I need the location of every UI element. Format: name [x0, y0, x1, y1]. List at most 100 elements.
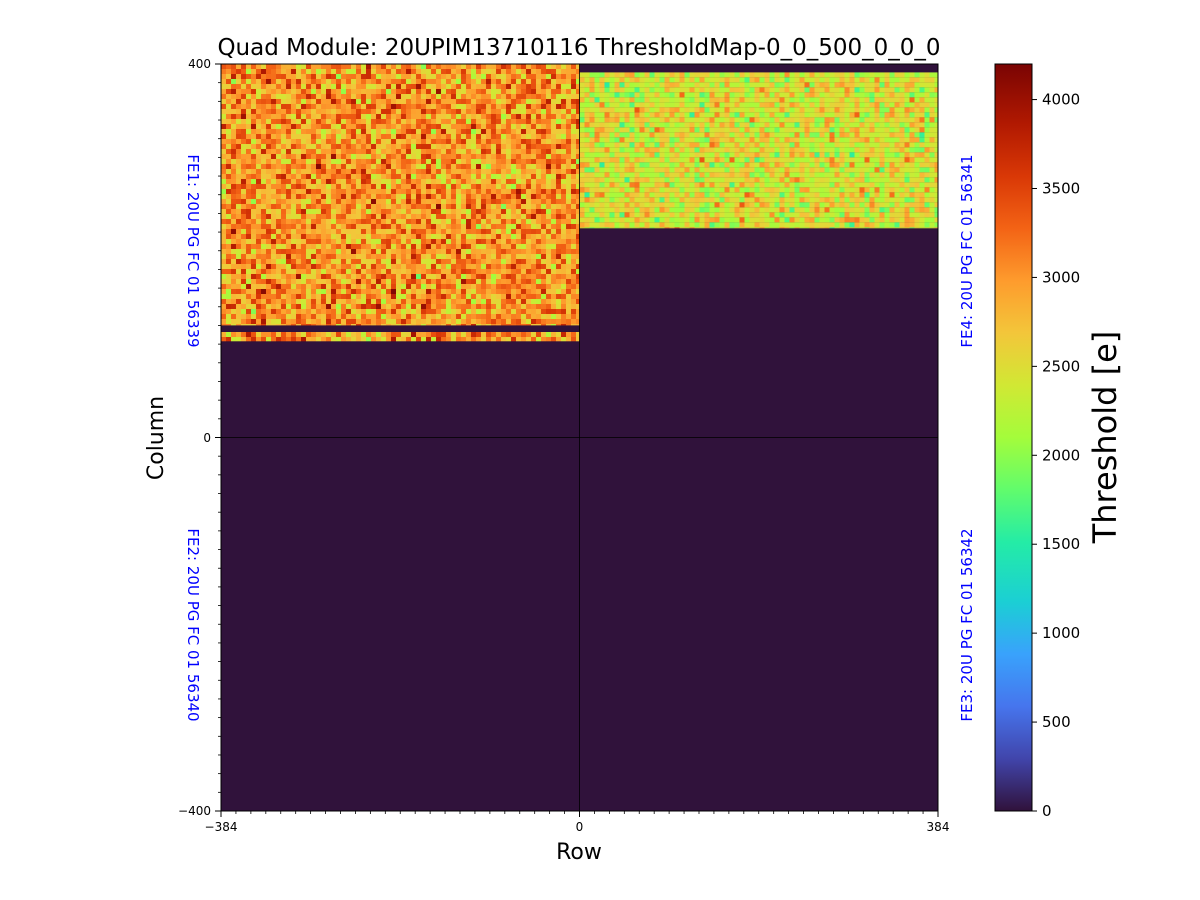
heatmap-cell: [531, 304, 536, 309]
heatmap-cell: [864, 117, 870, 123]
heatmap-cell: [286, 149, 291, 154]
heatmap-cell: [899, 77, 905, 83]
heatmap-cell: [441, 74, 446, 79]
heatmap-cell: [456, 154, 461, 159]
heatmap-cell: [296, 214, 301, 219]
heatmap-cell: [381, 184, 386, 189]
heatmap-cell: [386, 244, 391, 249]
heatmap-cell: [346, 304, 351, 309]
heatmap-cell: [566, 154, 571, 159]
heatmap-cell: [809, 72, 815, 78]
heatmap-cell: [361, 279, 366, 284]
heatmap-cell: [789, 132, 795, 138]
heatmap-cell: [336, 294, 341, 299]
heatmap-cell: [431, 139, 436, 144]
heatmap-cell: [879, 77, 885, 83]
heatmap-cell: [391, 249, 396, 254]
heatmap-cell: [879, 132, 885, 138]
heatmap-cell: [316, 319, 321, 324]
heatmap-cell: [411, 179, 416, 184]
heatmap-cell: [506, 204, 511, 209]
heatmap-cell: [366, 99, 371, 104]
heatmap-cell: [526, 119, 531, 124]
heatmap-cell: [286, 94, 291, 99]
heatmap-cell: [521, 219, 526, 224]
heatmap-cell: [281, 294, 286, 299]
heatmap-cell: [491, 214, 496, 219]
heatmap-cell: [246, 194, 251, 199]
heatmap-cell: [236, 134, 241, 139]
heatmap-cell: [521, 194, 526, 199]
heatmap-cell: [929, 112, 935, 118]
heatmap-cell: [431, 109, 436, 114]
heatmap-cell: [256, 244, 261, 249]
heatmap-cell: [436, 284, 441, 289]
heatmap-cell: [301, 264, 306, 269]
heatmap-cell: [401, 84, 406, 89]
heatmap-cell: [221, 99, 226, 104]
heatmap-cell: [341, 124, 346, 129]
heatmap-cell: [356, 284, 361, 289]
heatmap-cell: [491, 79, 496, 84]
heatmap-cell: [316, 234, 321, 239]
heatmap-cell: [784, 112, 790, 118]
heatmap-cell: [396, 249, 401, 254]
heatmap-cell: [226, 144, 231, 149]
heatmap-cell: [321, 149, 326, 154]
heatmap-cell: [451, 199, 456, 204]
heatmap-cell: [739, 72, 745, 78]
heatmap-cell: [579, 87, 585, 93]
heatmap-cell: [336, 104, 341, 109]
heatmap-cell: [516, 149, 521, 154]
heatmap-cell: [556, 209, 561, 214]
heatmap-cell: [491, 264, 496, 269]
heatmap-cell: [829, 77, 835, 83]
heatmap-cell: [356, 79, 361, 84]
heatmap-cell: [231, 64, 236, 69]
heatmap-cell: [531, 324, 536, 326]
heatmap-cell: [496, 259, 501, 264]
heatmap-cell: [341, 319, 346, 324]
heatmap-cell: [291, 64, 296, 69]
heatmap-cell: [296, 154, 301, 159]
heatmap-cell: [316, 74, 321, 79]
heatmap-cell: [361, 179, 366, 184]
heatmap-cell: [401, 214, 406, 219]
heatmap-cell: [446, 134, 451, 139]
heatmap-cell: [914, 72, 920, 78]
heatmap-cell: [491, 274, 496, 279]
heatmap-cell: [551, 179, 556, 184]
heatmap-cell: [864, 72, 870, 78]
heatmap-cell: [471, 309, 476, 314]
heatmap-cell: [486, 324, 491, 326]
heatmap-cell: [516, 134, 521, 139]
heatmap-cell: [236, 149, 241, 154]
heatmap-cell: [579, 92, 585, 98]
heatmap-cell: [261, 94, 266, 99]
heatmap-cell: [316, 169, 321, 174]
heatmap-cell: [754, 132, 760, 138]
heatmap-cell: [511, 74, 516, 79]
heatmap-cell: [231, 154, 236, 159]
heatmap-cell: [261, 149, 266, 154]
heatmap-cell: [361, 332, 366, 337]
heatmap-cell: [446, 219, 451, 224]
heatmap-cell: [381, 139, 386, 144]
heatmap-cell: [501, 104, 506, 109]
heatmap-cell: [316, 69, 321, 74]
heatmap-cell: [546, 284, 551, 289]
heatmap-cell: [411, 84, 416, 89]
heatmap-cell: [346, 204, 351, 209]
heatmap-cell: [366, 274, 371, 279]
heatmap-cell: [306, 224, 311, 229]
heatmap-cell: [276, 324, 281, 326]
heatmap-cell: [496, 134, 501, 139]
heatmap-cell: [476, 239, 481, 244]
heatmap-cell: [381, 309, 386, 314]
heatmap-cell: [571, 89, 576, 94]
heatmap-cell: [241, 299, 246, 304]
heatmap-cell: [561, 294, 566, 299]
heatmap-cell: [614, 77, 620, 83]
heatmap-cell: [894, 97, 900, 103]
heatmap-cell: [511, 124, 516, 129]
